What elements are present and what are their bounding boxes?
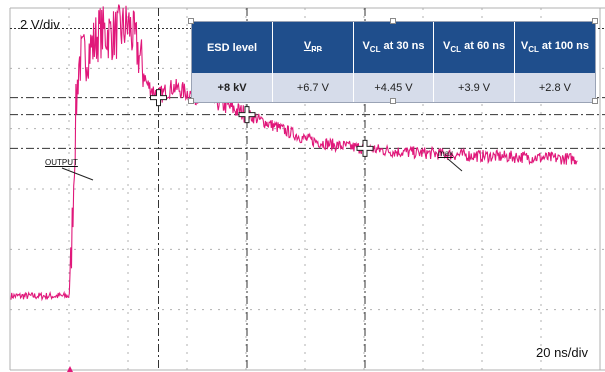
trigger-marker bbox=[67, 366, 73, 372]
header-subscript: PP bbox=[311, 45, 322, 55]
header-tail: at 100 ns bbox=[538, 40, 590, 53]
esd-results-table: ESD level VPP VCL at 30 ns VCL at 60 ns … bbox=[191, 21, 596, 103]
resize-handle[interactable] bbox=[592, 18, 598, 24]
header-text: V bbox=[303, 40, 312, 53]
cursor-marker bbox=[150, 89, 167, 107]
resize-handle[interactable] bbox=[390, 18, 396, 24]
output-label-leader bbox=[61, 167, 94, 181]
header-text: V bbox=[362, 40, 370, 53]
crosshair-icon bbox=[238, 106, 256, 124]
header-esd-level: ESD level bbox=[192, 22, 274, 73]
cursor-markers bbox=[150, 89, 374, 157]
vertical-scale-label: 2 V/div bbox=[20, 17, 60, 32]
cursor-marker bbox=[356, 139, 374, 157]
cell-esd-level: +8 kV bbox=[192, 73, 274, 102]
crosshair-icon bbox=[356, 139, 374, 157]
header-vpp-text: VPP bbox=[303, 40, 322, 55]
cell-vcl-100: +2.8 V bbox=[514, 73, 595, 102]
header-text: V bbox=[443, 40, 451, 53]
resize-handle[interactable] bbox=[390, 98, 396, 104]
cell-vpp: +6.7 V bbox=[272, 73, 354, 102]
resize-handle[interactable] bbox=[188, 98, 194, 104]
cell-vcl-60: +3.9 V bbox=[433, 73, 515, 102]
max-level-label: max bbox=[438, 149, 454, 158]
header-subscript: CL bbox=[369, 45, 381, 55]
header-subscript: CL bbox=[528, 45, 539, 55]
header-text: V bbox=[520, 40, 529, 53]
waveform-trace bbox=[10, 4, 578, 372]
resize-handle[interactable] bbox=[188, 18, 194, 24]
header-vcl-30: VCL at 30 ns bbox=[353, 22, 435, 73]
resize-handle[interactable] bbox=[592, 98, 598, 104]
label-leaders bbox=[61, 158, 463, 181]
header-tail: at 60 ns bbox=[461, 40, 506, 53]
header-subscript: CL bbox=[450, 45, 462, 55]
table-row: +8 kV +6.7 V +4.45 V +3.9 V +2.8 V bbox=[192, 73, 595, 102]
header-vpp: VPP bbox=[272, 22, 354, 73]
output-trace-label: OUTPUT bbox=[45, 158, 78, 167]
max-label-leader bbox=[447, 158, 463, 172]
header-tail: at 30 ns bbox=[380, 40, 425, 53]
crosshair-icon bbox=[150, 89, 167, 107]
table-header-row: ESD level VPP VCL at 30 ns VCL at 60 ns … bbox=[192, 22, 595, 73]
header-text: ESD level bbox=[206, 41, 258, 54]
trace-line bbox=[10, 4, 578, 302]
cell-vcl-30: +4.45 V bbox=[353, 73, 435, 102]
cursor-marker bbox=[238, 106, 256, 124]
header-vcl-100: VCL at 100 ns bbox=[514, 22, 595, 73]
time-scale-label: 20 ns/div bbox=[536, 345, 589, 360]
header-vcl-60: VCL at 60 ns bbox=[433, 22, 515, 73]
